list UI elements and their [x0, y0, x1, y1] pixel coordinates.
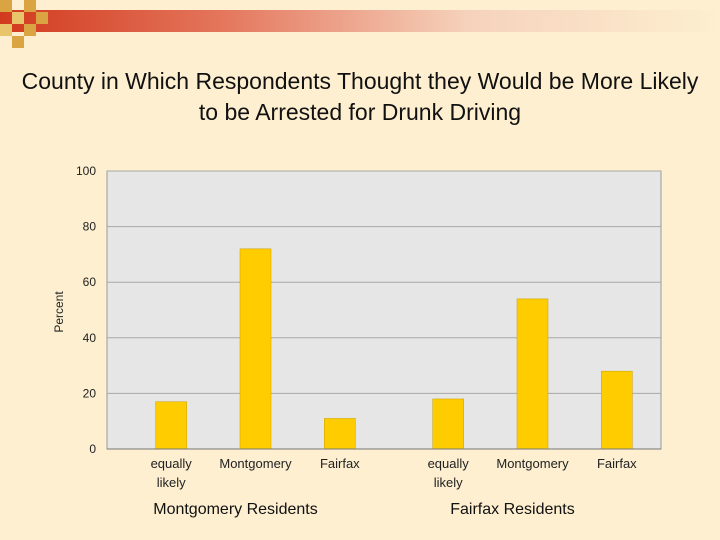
x-category-label: Montgomery — [496, 456, 569, 471]
y-tick-label: 80 — [83, 220, 97, 234]
bar — [155, 401, 187, 450]
group-label: Fairfax Residents — [450, 501, 575, 518]
y-tick-label: 100 — [76, 164, 96, 178]
x-category-label: Fairfax — [320, 456, 360, 471]
x-category-label: likely — [157, 475, 186, 490]
chart-title: County in Which Respondents Thought they… — [21, 68, 699, 125]
y-tick-label: 40 — [83, 331, 97, 345]
y-tick-label: 0 — [89, 442, 96, 456]
bar — [432, 398, 464, 450]
x-category-label: Montgomery — [219, 456, 292, 471]
y-axis-label: Percent — [52, 291, 66, 333]
x-category-label: likely — [434, 475, 463, 490]
header-accent-bar — [0, 10, 720, 32]
bar — [239, 248, 272, 450]
y-tick-label: 20 — [83, 386, 97, 400]
x-category-label: equally — [428, 456, 470, 471]
x-category-label: Fairfax — [597, 456, 637, 471]
decorative-checker-pattern — [0, 0, 60, 48]
bar — [601, 370, 633, 450]
bar — [516, 298, 549, 450]
group-label: Montgomery Residents — [153, 501, 318, 518]
y-tick-label: 60 — [83, 275, 97, 289]
x-category-label: equally — [151, 456, 193, 471]
plot-area — [106, 170, 662, 450]
bar — [324, 418, 356, 450]
